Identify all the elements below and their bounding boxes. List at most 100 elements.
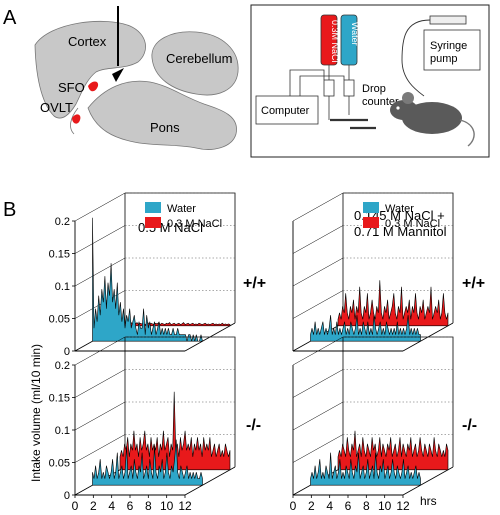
nacl-series-area (119, 321, 231, 327)
perspective-line (74, 434, 126, 463)
x-tick-label: 4 (108, 499, 115, 513)
water-series-area (92, 439, 203, 486)
infusion-tube (401, 19, 431, 97)
x-tick-label: 0 (290, 499, 297, 513)
chart-2: Water 0.3 M NaCl (292, 192, 454, 352)
drop-sensor-left (323, 79, 335, 97)
legend-swatch-nacl (145, 217, 161, 228)
floor-edge-right (402, 466, 454, 496)
syringe-pump-label-1: Syringe (430, 40, 467, 52)
panel-a-label: A (3, 7, 17, 29)
perspective-line (74, 192, 126, 222)
pons-region (87, 80, 237, 150)
nacl-series-area (337, 280, 449, 327)
drop-counter-label-1: Drop (362, 83, 386, 95)
cortex-label: Cortex (68, 34, 107, 49)
x-tick-label: 12 (178, 499, 192, 513)
legend-swatch-nacl (363, 217, 379, 228)
perspective-line (74, 336, 126, 366)
chart-4: 0 2 4 6 8 10 12 (290, 336, 454, 513)
genotype-wt-label: +/+ (243, 275, 266, 292)
perspective-line (292, 290, 344, 319)
y-tick-label: 0.15 (49, 393, 70, 405)
perspective-line (292, 401, 344, 431)
perspective-line (292, 336, 344, 366)
y-axis-label: Intake volume (ml/10 min) (29, 344, 43, 482)
syringe-pump-box (423, 29, 481, 71)
sfo-label: SFO (58, 80, 85, 95)
legend-swatch-water (145, 202, 161, 213)
nacl-series-area (337, 430, 449, 471)
x-tick-label: 2 (308, 499, 315, 513)
x-tick-label: 6 (127, 499, 134, 513)
syringe-icon (429, 15, 467, 25)
legend-water-label: Water (167, 203, 196, 215)
x-tick-label: 0 (72, 499, 79, 513)
chart-1: 0 0.05 0.1 0.15 0.2 Water 0.3 M NaCl (49, 192, 236, 358)
cannula-arrow-icon (112, 68, 124, 82)
third-ventricle (70, 107, 79, 135)
x-tick-label: 10 (378, 499, 392, 513)
perspective-line (74, 225, 126, 254)
cerebellum-label: Cerebellum (166, 51, 232, 66)
apparatus-diagram: 0.3M NaCl Water Drop counter Computer Sy… (250, 4, 490, 158)
computer-label: Computer (261, 105, 310, 117)
x-tick-label: 6 (345, 499, 352, 513)
mouse-icon (390, 92, 475, 147)
cerebellum-region (151, 31, 239, 96)
x-tick-label: 10 (160, 499, 174, 513)
perspective-line (74, 369, 126, 398)
perspective-line (292, 225, 344, 254)
y-tick-label: 0.05 (49, 314, 70, 326)
legend-nacl-label: 0.3 M NaCl (385, 218, 440, 230)
water-series-area (310, 452, 421, 486)
y-tick-label: 0 (64, 346, 70, 358)
x-tick-label: 4 (326, 499, 333, 513)
y-tick-label: 0 (64, 490, 70, 502)
y-tick-label: 0.1 (55, 281, 70, 293)
water-bottle-label: Water (350, 22, 360, 46)
x-tick-label: 8 (363, 499, 370, 513)
syringe-pump-label-2: pump (430, 53, 458, 65)
drop-sensor-right (343, 79, 355, 97)
perspective-line (292, 192, 344, 222)
x-axis-unit-label: hrs (420, 494, 437, 508)
perspective-line (292, 434, 344, 463)
drop-counter-label-2: counter (362, 96, 399, 108)
water-series-area (310, 315, 421, 342)
y-tick-label: 0.15 (49, 249, 70, 261)
chart-3: 00.050.10.150.20 2 4 6 8 10 12 (49, 336, 236, 513)
cable-right (299, 75, 345, 96)
sfo-marker (88, 81, 99, 92)
water-series-area (92, 217, 203, 342)
x-tick-label: 12 (396, 499, 410, 513)
y-tick-label: 0.1 (55, 425, 70, 437)
apparatus-frame (250, 4, 490, 158)
floor-edge-right (184, 466, 236, 496)
ovlt-marker (72, 114, 81, 124)
legend-water-label: Water (385, 203, 414, 215)
brain-diagram: Cortex Cerebellum SFO OVLT Pons (34, 6, 239, 150)
y-tick-label: 0.05 (49, 458, 70, 470)
y-tick-label: 0.2 (55, 216, 70, 228)
x-tick-label: 2 (90, 499, 97, 513)
genotype-ko-label-right: -/- (462, 417, 477, 434)
intake-charts: 0 0.05 0.1 0.15 0.2 Water 0.3 M NaCl Water 0.3 M… (49, 192, 454, 513)
genotype-wt-label-right: +/+ (462, 275, 485, 292)
perspective-line (74, 257, 126, 287)
legend-nacl-label: 0.3 M NaCl (167, 218, 222, 230)
computer-box (255, 95, 319, 125)
perspective-line (74, 401, 126, 431)
genotype-ko-label-left: -/- (246, 417, 261, 434)
pons-label: Pons (150, 120, 180, 135)
nacl-bottle-label: 0.3M NaCl (330, 20, 340, 63)
cable-left (289, 69, 325, 96)
panel-b-label: B (3, 199, 16, 221)
perspective-line (292, 369, 344, 398)
legend-swatch-water (363, 202, 379, 213)
ovlt-label: OVLT (40, 100, 73, 115)
y-tick-label: 0.2 (55, 360, 70, 372)
x-tick-label: 8 (145, 499, 152, 513)
perspective-line (292, 257, 344, 287)
